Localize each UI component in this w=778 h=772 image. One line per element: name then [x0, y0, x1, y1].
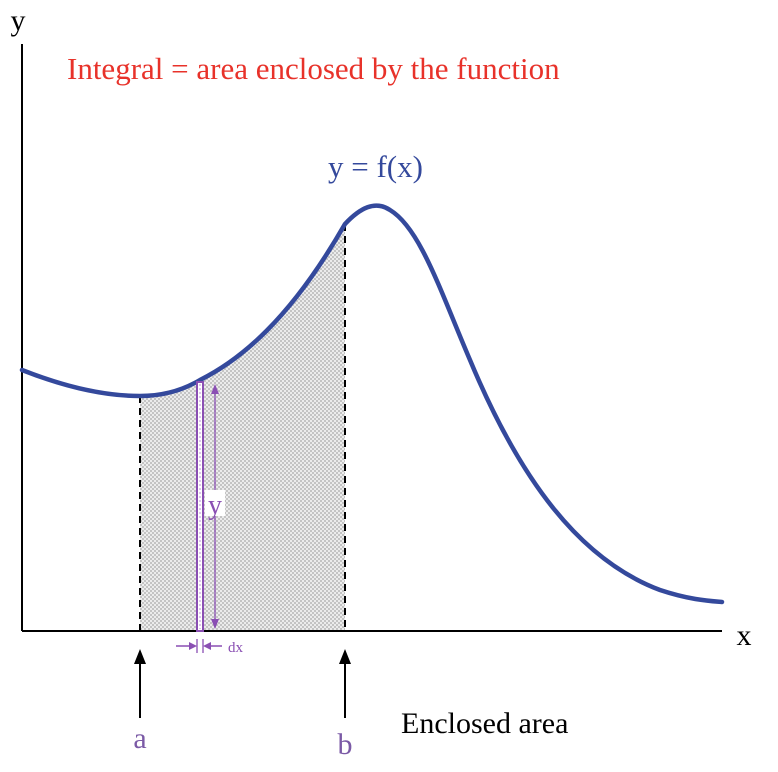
lower-limit-label: a — [133, 722, 146, 755]
dx-arrow-right-head — [203, 642, 211, 650]
strip-height-label-bg — [205, 490, 225, 516]
strip-width-label: dx — [228, 640, 244, 656]
x-axis-label: x — [737, 619, 752, 652]
y-axis-label: y — [11, 4, 26, 37]
curve-label: y = f(x) — [328, 149, 423, 184]
function-curve — [19, 203, 725, 605]
limit-b-arrow-head — [339, 649, 351, 664]
enclosed-area-shading — [140, 224, 345, 631]
upper-limit-label: b — [338, 728, 353, 761]
strip-dx — [196, 381, 204, 632]
enclosed-area-caption: Enclosed area — [401, 707, 568, 740]
limit-a-arrow-head — [134, 649, 146, 664]
strip-height-arrow-bottom-head — [211, 619, 219, 629]
dx-arrow-left-head — [189, 642, 197, 650]
diagram-title: Integral = area enclosed by the function — [67, 51, 560, 86]
strip-height-arrow-top-head — [211, 384, 219, 394]
strip-height-label: y — [208, 490, 222, 521]
